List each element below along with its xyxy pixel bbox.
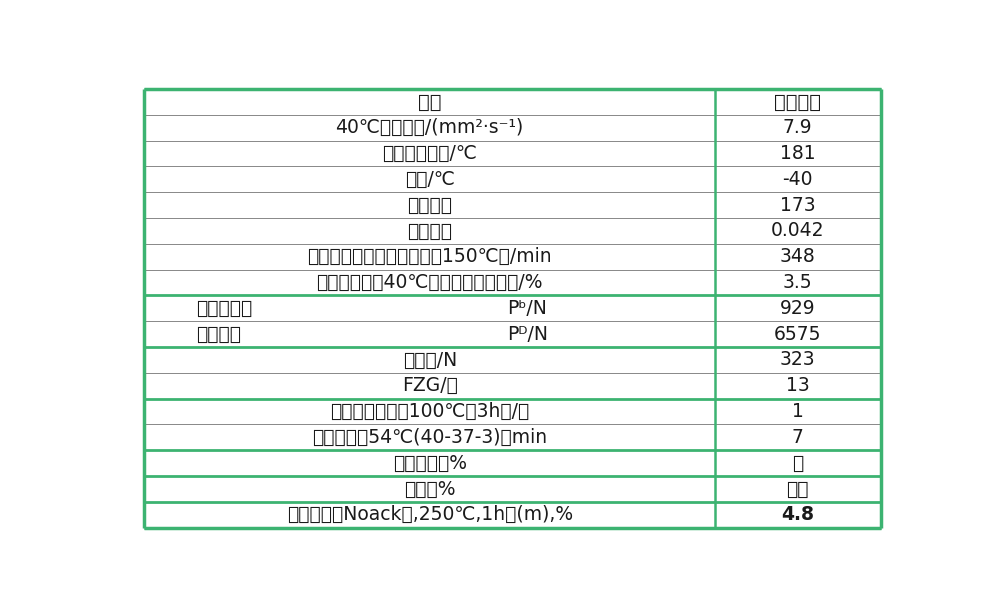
Text: 173: 173	[780, 196, 816, 215]
Text: 181: 181	[780, 144, 816, 163]
Text: 6575: 6575	[774, 325, 822, 344]
Text: 7: 7	[792, 428, 804, 447]
Text: 实测指标: 实测指标	[774, 93, 821, 112]
Text: 项目: 项目	[418, 93, 441, 112]
Text: 梯姆肯/N: 梯姆肯/N	[403, 350, 457, 370]
Text: 323: 323	[780, 350, 816, 370]
Text: 348: 348	[780, 247, 816, 266]
Text: 抗乳化度，54℃(40-37-3)，min: 抗乳化度，54℃(40-37-3)，min	[312, 428, 547, 447]
Text: 7.9: 7.9	[783, 118, 813, 137]
Text: 4.8: 4.8	[781, 505, 814, 524]
Text: 闪点（开口）/℃: 闪点（开口）/℃	[382, 144, 477, 163]
Text: 剪切安定性（40℃运动黏度下降率）/%: 剪切安定性（40℃运动黏度下降率）/%	[316, 273, 543, 292]
Text: 氧化安定性（旋转氧弹法，150℃）/min: 氧化安定性（旋转氧弹法，150℃）/min	[307, 247, 552, 266]
Text: 0.042: 0.042	[771, 221, 825, 241]
Text: 无: 无	[792, 454, 803, 473]
Text: 腐蚀性（铜片，100℃，3h）/级: 腐蚀性（铜片，100℃，3h）/级	[330, 402, 529, 421]
Text: -40: -40	[783, 170, 813, 189]
Text: 四球机试验: 四球机试验	[196, 299, 252, 318]
Text: Pᴰ/N: Pᴰ/N	[507, 325, 548, 344]
Text: 929: 929	[780, 299, 816, 318]
Text: 40℃运动粘度/(mm²·s⁻¹): 40℃运动粘度/(mm²·s⁻¹)	[336, 118, 524, 137]
Text: 3.5: 3.5	[783, 273, 813, 292]
Text: 13: 13	[786, 376, 810, 395]
Text: 凝点/℃: 凝点/℃	[405, 170, 455, 189]
Text: 烧结负荷: 烧结负荷	[196, 325, 241, 344]
Text: 蒸发损失（Noack法,250℃,1h）(m),%: 蒸发损失（Noack法,250℃,1h）(m),%	[287, 505, 573, 524]
Text: 1: 1	[792, 402, 804, 421]
Text: 摩擦系数: 摩擦系数	[407, 221, 452, 241]
Text: FZG/级: FZG/级	[402, 376, 458, 395]
Text: 水分，%: 水分，%	[404, 479, 455, 499]
Text: 黏度指数: 黏度指数	[407, 196, 452, 215]
Text: 机械杂质，%: 机械杂质，%	[393, 454, 467, 473]
Text: Pᵇ/N: Pᵇ/N	[507, 299, 547, 318]
Text: 痕迹: 痕迹	[787, 479, 809, 499]
